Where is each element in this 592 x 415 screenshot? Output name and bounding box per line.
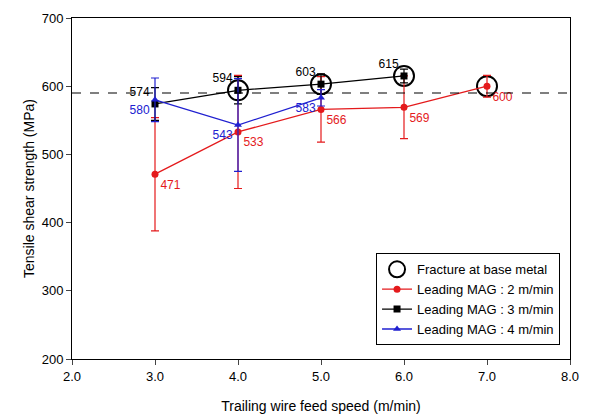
svg-text:Trailing wire feed speed (m/mi: Trailing wire feed speed (m/min) [221, 398, 420, 414]
svg-text:7.0: 7.0 [478, 369, 496, 384]
svg-text:566: 566 [326, 113, 346, 127]
svg-text:4.0: 4.0 [229, 369, 247, 384]
svg-text:8.0: 8.0 [561, 369, 579, 384]
svg-text:600: 600 [492, 90, 512, 104]
svg-text:500: 500 [42, 147, 64, 162]
svg-text:3.0: 3.0 [146, 369, 164, 384]
svg-text:700: 700 [42, 11, 64, 26]
svg-text:543: 543 [213, 128, 233, 142]
svg-text:615: 615 [379, 57, 399, 71]
svg-text:Leading MAG : 3 m/min: Leading MAG : 3 m/min [417, 302, 554, 317]
svg-text:2.0: 2.0 [63, 369, 81, 384]
svg-text:Tensile shear strength (MPa): Tensile shear strength (MPa) [21, 99, 37, 278]
svg-text:569: 569 [409, 111, 429, 125]
svg-text:594: 594 [213, 71, 233, 85]
svg-text:Fracture at base metal: Fracture at base metal [417, 262, 547, 277]
svg-text:574: 574 [130, 85, 150, 99]
svg-text:5.0: 5.0 [312, 369, 330, 384]
svg-text:580: 580 [130, 103, 150, 117]
svg-text:603: 603 [296, 65, 316, 79]
svg-text:300: 300 [42, 283, 64, 298]
svg-text:6.0: 6.0 [395, 369, 413, 384]
svg-text:Leading MAG : 2 m/min: Leading MAG : 2 m/min [417, 282, 554, 297]
svg-text:400: 400 [42, 215, 64, 230]
svg-text:200: 200 [42, 352, 64, 367]
svg-text:533: 533 [243, 135, 263, 149]
svg-text:600: 600 [42, 79, 64, 94]
svg-text:583: 583 [296, 101, 316, 115]
svg-text:471: 471 [160, 178, 180, 192]
svg-text:Leading MAG : 4 m/min: Leading MAG : 4 m/min [417, 322, 554, 337]
